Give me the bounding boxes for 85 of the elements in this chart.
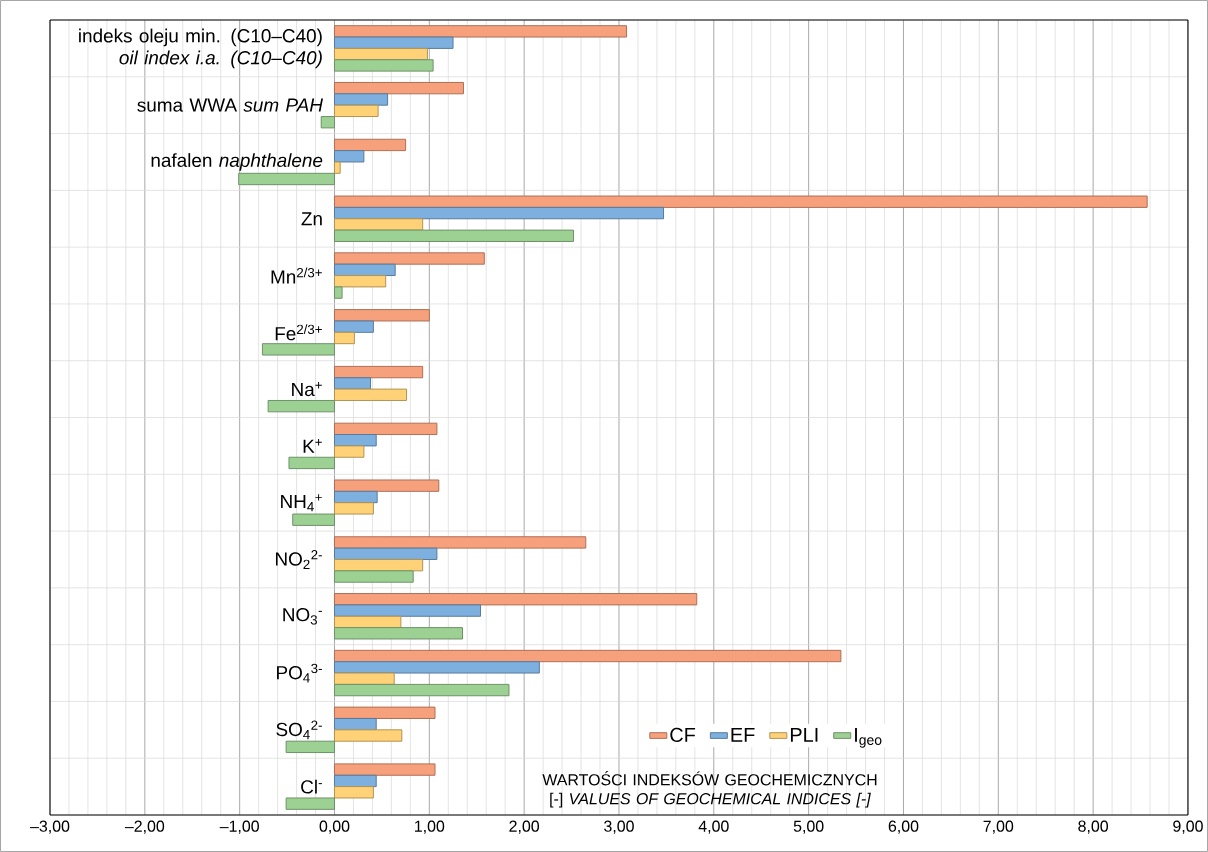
bar (292, 513, 335, 526)
y-tick-label: NO$_{3}$- (283, 607, 322, 625)
legend-label: CF (670, 727, 696, 742)
bar (333, 150, 365, 163)
bar (267, 399, 335, 413)
bar (333, 161, 341, 174)
bar (333, 252, 485, 265)
y-tick-label: K$^{+}$ (303, 438, 322, 453)
x-tick-label: 4,00 (698, 820, 729, 834)
x-tick-label: –2,00 (124, 820, 165, 834)
bar (333, 388, 408, 401)
x-tick-label: –3,00 (30, 820, 70, 834)
bar (333, 604, 482, 617)
bar (333, 320, 374, 333)
x-tick-label: 9,00 (1173, 820, 1203, 834)
bar (333, 422, 438, 436)
x-tick-label: 1,00 (415, 820, 445, 834)
bar (333, 570, 414, 583)
bar (333, 593, 698, 606)
bar (333, 717, 377, 731)
bar (333, 729, 403, 742)
bar (320, 116, 335, 129)
bar (333, 309, 430, 322)
bar (333, 59, 434, 72)
x-tick-label: 6,00 (888, 820, 919, 834)
bar (333, 786, 374, 799)
bar (285, 797, 335, 810)
bar (333, 36, 454, 49)
y-tick-label: indeks oleju min. (C10–C40) oil index i.a. (C10–C40) (79, 28, 322, 69)
bar (333, 661, 540, 674)
bar (333, 627, 464, 640)
bar (333, 365, 424, 379)
bar (333, 445, 365, 458)
y-tick-label: Fe$^{2/3+}$ (275, 324, 322, 341)
bar (238, 172, 335, 186)
bar (333, 672, 395, 685)
bar (333, 104, 379, 118)
x-tick-label: 7,00 (983, 820, 1014, 834)
bar (333, 434, 377, 447)
y-tick-label: NO$_{2}$2- (275, 550, 322, 569)
bar (333, 547, 438, 560)
y-tick-label: suma WWA sum PAH (137, 98, 323, 112)
y-tick-label: Zn (301, 212, 322, 226)
bar (333, 615, 402, 629)
bar (333, 206, 665, 220)
bar (333, 286, 343, 299)
x-tick-label: 8,00 (1078, 820, 1109, 834)
bar (333, 93, 389, 106)
x-axis-title: WARTOŚCI INDEKSÓW GEOCHEMICZNYCH [-] VALUES OF GEOCHEMICAL INDICES [-] (542, 770, 877, 808)
x-tick-label: 5,00 (793, 820, 824, 834)
bar (333, 490, 378, 504)
bar (333, 774, 377, 788)
bar (333, 195, 1148, 208)
bar (333, 229, 574, 242)
x-tick-label: 3,00 (604, 820, 634, 834)
y-tick-label: nafalen naphthalene (151, 153, 323, 171)
bar (333, 683, 510, 697)
bar (333, 25, 628, 38)
bar (261, 343, 335, 356)
bar (288, 456, 335, 470)
bar (333, 263, 396, 277)
bar (333, 763, 436, 776)
bar (333, 558, 424, 572)
bar (333, 536, 587, 549)
x-tick-label: 2,00 (509, 820, 540, 834)
y-tick-label: Na$^{+}$ (292, 382, 322, 397)
x-tick-label: 0,00 (319, 820, 350, 834)
y-tick-label: PO$_{4}$3- (277, 663, 322, 683)
legend-label: EF (731, 727, 755, 742)
y-tick-label: SO$_{4}$2- (276, 720, 322, 740)
bar (333, 502, 374, 515)
y-tick-label: NH$_{4}$+ (281, 494, 322, 512)
y-tick-label: Mn$^{2/3+}$ (271, 267, 322, 284)
legend-label: PLI (790, 727, 818, 742)
bar (333, 275, 387, 288)
legend-label: I$_{geo}$ (855, 727, 882, 748)
bar (333, 706, 436, 719)
bar (333, 138, 407, 152)
bar (333, 81, 464, 95)
bar (333, 479, 440, 492)
bar (333, 331, 355, 345)
y-tick-label: Cl$^{-}$ (301, 779, 322, 794)
bar (333, 649, 842, 663)
bar (285, 740, 335, 754)
x-tick-label: –1,00 (219, 820, 259, 834)
